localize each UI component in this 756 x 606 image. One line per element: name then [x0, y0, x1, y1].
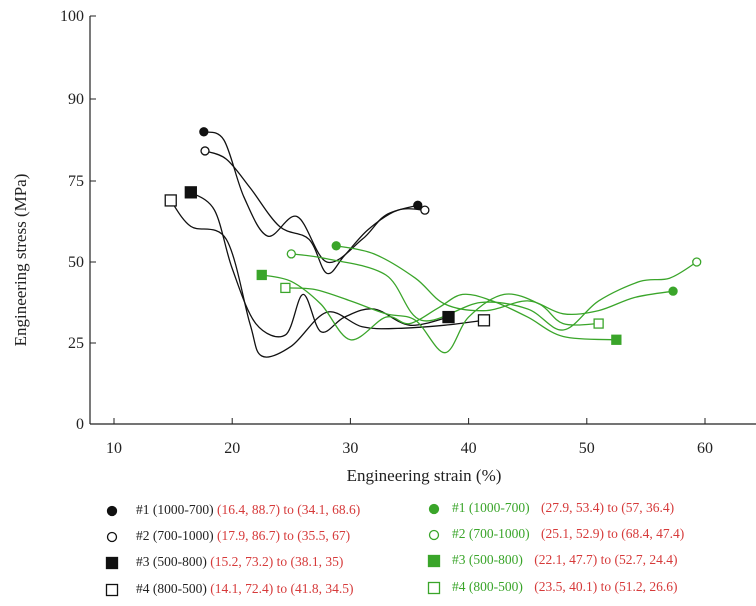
- series-6-point: [692, 257, 702, 267]
- y-tick-label: 0: [76, 416, 84, 433]
- legend-item: #2 (700-1000) (25.1, 52.9) to (68.4, 47.…: [427, 525, 684, 543]
- legend-item: #2 (700-1000) (17.9, 86.7) to (35.5, 67): [105, 527, 350, 545]
- series-7-point: [256, 269, 267, 281]
- legend-marker: [105, 583, 119, 597]
- legend-series-range: (17.9, 86.7) to (35.5, 67): [217, 528, 351, 543]
- legend-marker: [428, 529, 440, 541]
- legend-series-name: #2 (700-1000): [452, 526, 530, 541]
- series-4-point: [477, 314, 491, 327]
- y-tick-label: 90: [68, 91, 84, 108]
- series-8-point: [280, 282, 291, 294]
- legend-series-name: #3 (500-800): [452, 552, 523, 567]
- legend-series-name: #4 (800-500): [452, 579, 523, 594]
- x-tick-label: 40: [461, 440, 477, 457]
- legend-marker-shape: [427, 554, 441, 568]
- x-tick-label: 20: [224, 440, 240, 457]
- series-curves: [170, 131, 698, 358]
- x-tick-label: 30: [342, 440, 358, 457]
- legend-item: #1 (1000-700) (16.4, 88.7) to (34.1, 68.…: [105, 501, 360, 519]
- legend-series-range: (27.9, 53.4) to (57, 36.4): [541, 500, 675, 515]
- series-6-point: [286, 249, 296, 259]
- legend-series-range: (22.1, 47.7) to (52.7, 24.4): [534, 552, 678, 567]
- y-axis-label: Engineering stress (MPa): [11, 174, 30, 347]
- legend-marker-shape: [106, 531, 118, 543]
- legend-marker-shape: [427, 581, 441, 595]
- legend-marker: [427, 554, 441, 568]
- series-3-point: [442, 310, 455, 324]
- series-2-point: [200, 146, 210, 156]
- series-line-3: [190, 191, 449, 338]
- series-4-point: [164, 194, 177, 207]
- series-markers: [164, 127, 702, 345]
- legend-marker: [105, 556, 119, 570]
- series-line-8: [285, 287, 599, 354]
- legend-marker: [427, 581, 441, 595]
- series-8-point: [593, 318, 604, 329]
- legend-marker: [428, 503, 440, 515]
- series-2-point: [420, 205, 430, 215]
- y-tick-label: 100: [60, 8, 84, 25]
- x-tick-label: 60: [697, 440, 713, 457]
- legend-series-name: #4 (800-500): [136, 581, 207, 596]
- legend-item: #3 (500-800) (22.1, 47.7) to (52.7, 24.4…: [427, 551, 677, 569]
- series-line-2: [204, 150, 425, 275]
- legend-series-name: #2 (700-1000): [136, 528, 214, 543]
- series-line-7: [261, 274, 617, 341]
- series-1-point: [413, 200, 423, 210]
- series-line-1: [203, 131, 418, 264]
- legend-marker: [106, 531, 118, 543]
- series-5-point: [331, 241, 341, 251]
- legend-series-range: (25.1, 52.9) to (68.4, 47.4): [541, 526, 685, 541]
- legend-marker-shape: [428, 503, 440, 515]
- y-tick-label: 50: [68, 254, 84, 271]
- legend-marker-shape: [428, 529, 440, 541]
- series-line-4: [170, 200, 485, 358]
- legend-item: #3 (500-800) (15.2, 73.2) to (38.1, 35): [105, 553, 343, 571]
- legend-series-range: (16.4, 88.7) to (34.1, 68.6): [217, 502, 361, 517]
- legend-item: #1 (1000-700) (27.9, 53.4) to (57, 36.4): [427, 499, 674, 517]
- y-tick-label: 75: [68, 173, 84, 190]
- legend-series-name: #1 (1000-700): [452, 500, 530, 515]
- series-1-point: [199, 127, 209, 137]
- legend-series-name: #3 (500-800): [136, 554, 207, 569]
- legend-series-range: (15.2, 73.2) to (38.1, 35): [210, 554, 344, 569]
- y-tick-label: 25: [68, 335, 84, 352]
- legend-marker-shape: [106, 505, 118, 517]
- legend-series-name: #1 (1000-700): [136, 502, 214, 517]
- legend-series-range: (23.5, 40.1) to (51.2, 26.6): [534, 579, 678, 594]
- series-5-point: [668, 286, 678, 296]
- series-line-5: [336, 245, 674, 316]
- x-axis-label: Engineering strain (%): [347, 466, 502, 485]
- series-7-point: [611, 334, 622, 345]
- x-tick-label: 50: [579, 440, 595, 457]
- axes: 0 25 50 75 90 100 10 20 30 40 50 60: [60, 8, 756, 457]
- legend-item: #4 (800-500) (23.5, 40.1) to (51.2, 26.6…: [427, 578, 677, 596]
- x-tick-label: 10: [106, 440, 122, 457]
- series-line-6: [291, 253, 698, 331]
- legend-marker-shape: [105, 556, 119, 570]
- legend-series-range: (14.1, 72.4) to (41.8, 34.5): [210, 581, 354, 596]
- legend-marker-shape: [105, 583, 119, 597]
- legend-marker: [106, 505, 118, 517]
- legend-item: #4 (800-500) (14.1, 72.4) to (41.8, 34.5…: [105, 580, 353, 598]
- series-3-point: [184, 186, 197, 199]
